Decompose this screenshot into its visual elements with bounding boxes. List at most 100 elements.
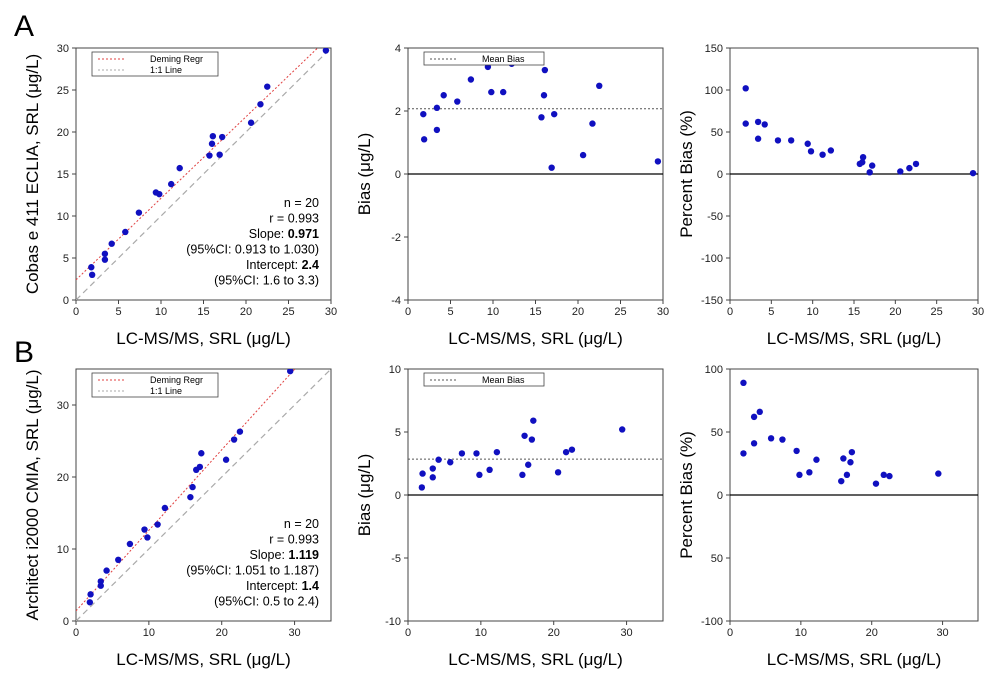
y-tick-label: -150 bbox=[701, 295, 723, 307]
data-point bbox=[906, 164, 913, 172]
y-tick-label: 4 bbox=[395, 43, 401, 55]
y-tick-label: 0 bbox=[395, 169, 401, 181]
stat-intercept-label: Intercept: bbox=[246, 258, 302, 272]
data-point bbox=[458, 450, 466, 457]
data-point bbox=[87, 591, 94, 598]
data-point bbox=[216, 151, 223, 158]
stat-slope-ci: (95%CI: 0.913 to 1.030) bbox=[186, 243, 319, 257]
data-point bbox=[418, 484, 426, 491]
x-tick-label: 5 bbox=[115, 306, 121, 318]
x-tick-label: 20 bbox=[572, 306, 584, 318]
data-point bbox=[122, 228, 129, 236]
stat-r: r = 0.993 bbox=[269, 212, 319, 226]
data-point bbox=[101, 250, 109, 257]
data-point bbox=[454, 98, 461, 105]
data-point bbox=[287, 369, 294, 375]
data-point bbox=[880, 471, 887, 479]
data-point bbox=[796, 471, 803, 479]
x-tick-label: 5 bbox=[768, 306, 774, 318]
stat-slope: Slope: 1.119 bbox=[249, 548, 319, 562]
data-point bbox=[813, 456, 820, 463]
data-point bbox=[247, 119, 255, 126]
x-tick-label: 10 bbox=[143, 627, 155, 639]
data-point bbox=[804, 140, 811, 147]
chart-a2: 0 5 10 15 20 25 30 -4 -2 0 2 4 LC-MS/MS, SRL (μg/L) B… bbox=[355, 43, 669, 348]
x-tick-label: 20 bbox=[866, 627, 878, 639]
data-point bbox=[154, 521, 161, 528]
stat-intercept: Intercept: 2.4 bbox=[246, 258, 319, 272]
data-point bbox=[562, 448, 570, 456]
data-point bbox=[935, 470, 942, 477]
x-tick-label: 25 bbox=[282, 306, 294, 318]
data-point bbox=[579, 151, 587, 159]
y-tick-label: -5 bbox=[391, 553, 401, 565]
data-point bbox=[196, 463, 204, 471]
y-axis-label: Bias (μg/L) bbox=[355, 454, 374, 537]
legend-box bbox=[423, 372, 545, 387]
stat-intercept-ci: (95%CI: 1.6 to 3.3) bbox=[214, 274, 319, 288]
data-point bbox=[476, 471, 483, 479]
data-point bbox=[429, 465, 436, 472]
data-point bbox=[538, 114, 545, 121]
stat-slope: Slope: 0.971 bbox=[249, 227, 319, 241]
data-point bbox=[779, 436, 786, 443]
legend-label: Mean Bias bbox=[482, 375, 525, 385]
data-point bbox=[868, 162, 876, 169]
y-tick-label: 0 bbox=[63, 295, 69, 307]
stat-intercept-value: 2.4 bbox=[302, 258, 319, 272]
chart-a1: 0 5 10 15 20 25 30 0 5 10 15 20 25 30 LC-MS/MS, SRL (μ… bbox=[23, 43, 337, 348]
data-point bbox=[827, 147, 835, 154]
data-point bbox=[619, 426, 626, 433]
x-tick-label: 20 bbox=[548, 627, 560, 639]
stat-slope-ci: (95%CI: 1.051 to 1.187) bbox=[186, 564, 319, 578]
data-point bbox=[806, 469, 813, 476]
y-tick-label: -2 bbox=[391, 232, 401, 244]
data-point bbox=[838, 477, 845, 485]
x-tick-label: 0 bbox=[727, 627, 733, 639]
x-axis-label: LC-MS/MS, SRL (μg/L) bbox=[448, 650, 622, 669]
x-tick-label: 15 bbox=[848, 306, 860, 318]
data-point bbox=[528, 436, 536, 443]
y-tick-label: 150 bbox=[705, 43, 723, 55]
x-tick-label: 0 bbox=[405, 306, 411, 318]
y-axis-label: Percent Bias (%) bbox=[677, 110, 696, 238]
y-axis-label: Percent Bias (%) bbox=[677, 431, 696, 559]
y-tick-label: 15 bbox=[57, 169, 69, 181]
data-point bbox=[97, 578, 104, 585]
data-point bbox=[519, 471, 526, 479]
data-point bbox=[103, 567, 110, 574]
y-tick-label: 20 bbox=[57, 127, 69, 139]
data-point bbox=[750, 440, 758, 447]
data-point bbox=[530, 417, 537, 424]
data-point bbox=[859, 154, 867, 161]
x-tick-label: 0 bbox=[405, 627, 411, 639]
x-tick-label: 10 bbox=[475, 627, 487, 639]
y-tick-label: 0 bbox=[717, 490, 723, 502]
data-point bbox=[101, 256, 109, 263]
data-point bbox=[819, 151, 826, 158]
data-point bbox=[521, 432, 528, 439]
x-tick-label: 15 bbox=[529, 306, 541, 318]
data-point bbox=[541, 66, 549, 74]
data-point bbox=[969, 169, 977, 177]
data-point bbox=[525, 461, 532, 468]
chart-b2: 0 10 20 30 -10 -5 0 5 10 LC-MS/MS, SRL (μg/L) Bias… bbox=[355, 364, 664, 669]
data-point bbox=[551, 110, 558, 118]
y-tick-label: 5 bbox=[63, 253, 69, 265]
y-tick-label: 10 bbox=[389, 364, 401, 376]
x-tick-label: 10 bbox=[155, 306, 167, 318]
data-point bbox=[596, 82, 603, 90]
data-point bbox=[467, 76, 475, 83]
data-point bbox=[88, 264, 95, 271]
data-point bbox=[897, 168, 904, 175]
data-point bbox=[500, 88, 507, 96]
data-point bbox=[488, 88, 495, 96]
data-point bbox=[447, 459, 454, 466]
stat-intercept-ci: (95%CI: 0.5 to 2.4) bbox=[214, 595, 319, 609]
x-tick-label: 25 bbox=[614, 306, 626, 318]
x-tick-label: 20 bbox=[240, 306, 252, 318]
y-tick-label: -10 bbox=[385, 616, 401, 628]
data-point bbox=[187, 493, 194, 501]
y-tick-label: 10 bbox=[57, 544, 69, 556]
stat-r: r = 0.993 bbox=[269, 533, 319, 547]
